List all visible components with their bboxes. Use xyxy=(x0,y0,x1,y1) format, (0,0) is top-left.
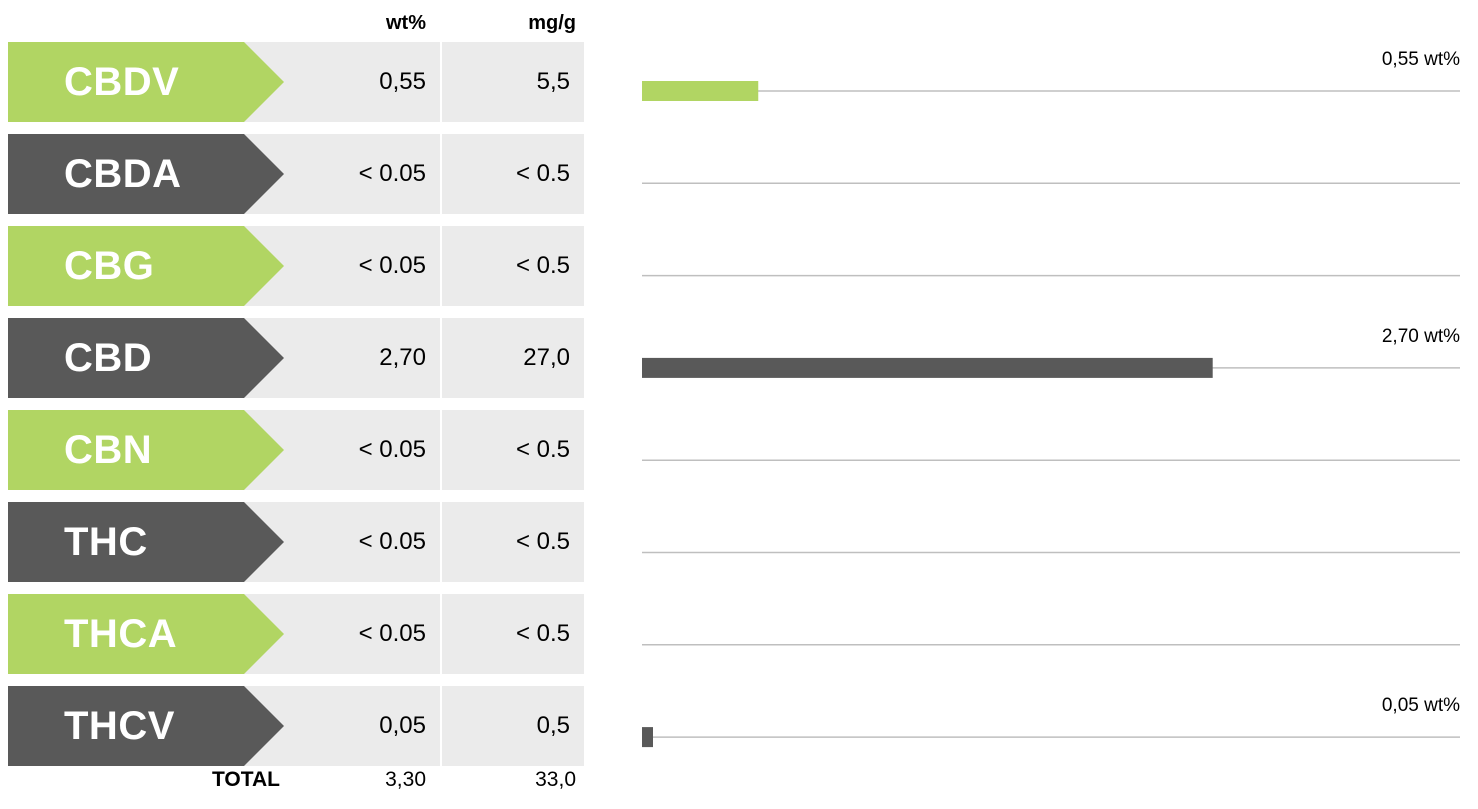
table-row: CBG < 0.05 < 0.5 xyxy=(8,226,584,306)
cannabinoid-name: CBDA xyxy=(64,152,182,196)
table-row: THCV 0,05 0,5 xyxy=(8,686,584,766)
wt-value: 2,70 xyxy=(379,344,426,371)
cannabinoid-tag: CBD xyxy=(8,318,284,398)
column-divider xyxy=(440,594,442,674)
cannabinoid-tag: CBDA xyxy=(8,134,284,214)
table-row: CBDA < 0.05 < 0.5 xyxy=(8,134,584,214)
total-mg-value: 33,0 xyxy=(535,768,576,791)
cannabinoid-name: CBG xyxy=(64,244,155,288)
wt-value: 0,05 xyxy=(379,712,426,739)
cannabinoid-tag: CBG xyxy=(8,226,284,306)
total-label: TOTAL xyxy=(211,768,280,791)
table-row: CBDV 0,55 5,5 xyxy=(8,42,584,122)
column-header-wt: wt% xyxy=(386,12,426,34)
column-divider xyxy=(440,42,442,122)
mg-value: 27,0 xyxy=(523,344,570,371)
mg-value: < 0.5 xyxy=(515,160,570,187)
cannabinoid-name: CBDV xyxy=(64,60,180,104)
cannabinoid-name: THCV xyxy=(64,704,175,748)
table-row: THC < 0.05 < 0.5 xyxy=(8,502,584,582)
wt-value: < 0.05 xyxy=(358,252,426,279)
cannabinoid-tag: THCV xyxy=(8,686,284,766)
column-divider xyxy=(440,226,442,306)
cannabinoid-name: THCA xyxy=(64,612,178,656)
bar-value-label: 0,05 wt% xyxy=(1382,695,1460,716)
bar-value-label: 0,55 wt% xyxy=(1382,49,1460,70)
mg-value: < 0.5 xyxy=(515,436,570,463)
total-wt-value: 3,30 xyxy=(385,768,426,791)
column-divider xyxy=(440,686,442,766)
wt-value: 0,55 xyxy=(379,68,426,95)
cannabinoid-name: CBD xyxy=(64,336,153,380)
table-row: THCA < 0.05 < 0.5 xyxy=(8,594,584,674)
bar-thcv xyxy=(642,727,653,748)
cannabinoid-name: CBN xyxy=(64,428,153,472)
bar-cbd xyxy=(642,357,1213,378)
mg-value: 5,5 xyxy=(536,68,570,95)
mg-value: < 0.5 xyxy=(515,528,570,555)
cannabinoid-tag: THC xyxy=(8,502,284,582)
table-row: CBN < 0.05 < 0.5 xyxy=(8,410,584,490)
wt-value: < 0.05 xyxy=(358,160,426,187)
column-divider xyxy=(440,318,442,398)
mg-value: < 0.5 xyxy=(515,252,570,279)
column-header-mg: mg/g xyxy=(528,12,576,34)
cannabinoid-name: THC xyxy=(64,520,148,564)
wt-value: < 0.05 xyxy=(358,436,426,463)
mg-value: 0,5 xyxy=(536,712,570,739)
column-divider xyxy=(440,410,442,490)
table-row: CBD 2,70 27,0 xyxy=(8,318,584,398)
bar-cbdv xyxy=(642,81,759,101)
column-divider xyxy=(440,134,442,214)
mg-value: < 0.5 xyxy=(515,620,570,647)
column-divider xyxy=(440,502,442,582)
cannabinoid-tag: CBDV xyxy=(8,42,284,122)
wt-value: < 0.05 xyxy=(358,620,426,647)
cannabinoid-tag: CBN xyxy=(8,410,284,490)
cannabinoid-tag: THCA xyxy=(8,594,284,674)
bar-value-label: 2,70 wt% xyxy=(1382,326,1460,347)
wt-value: < 0.05 xyxy=(358,528,426,555)
